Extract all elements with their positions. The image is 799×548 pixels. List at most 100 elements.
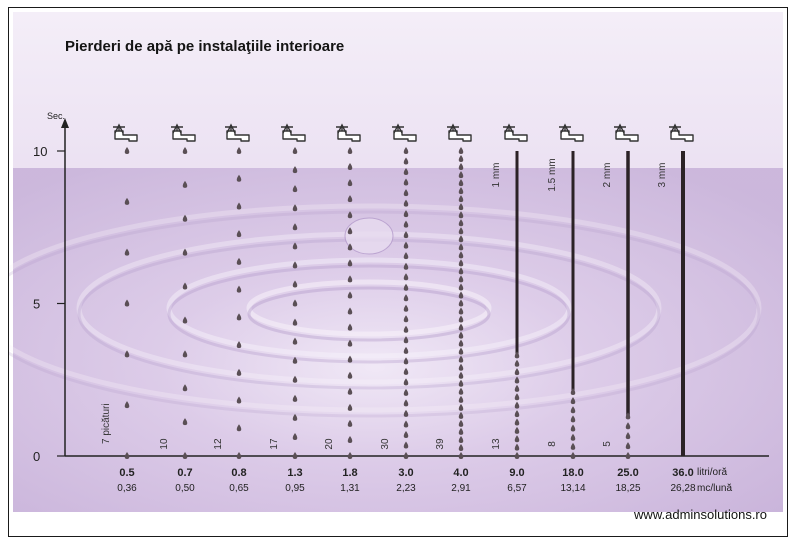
water-drop-icon (403, 325, 409, 333)
water-drop-icon (347, 435, 353, 443)
water-drop-icon (570, 424, 576, 432)
ripple-ring (166, 257, 572, 359)
water-drop-icon (570, 406, 576, 414)
x-row1-label: litri/oră (697, 467, 727, 478)
water-drop-icon (347, 163, 353, 171)
water-drop-icon (347, 179, 353, 187)
drop-column: 3 mm (657, 123, 694, 456)
faucet-handle (226, 123, 236, 134)
water-drop-icon (292, 261, 298, 269)
water-drop-icon (236, 230, 242, 238)
water-drop-icon (236, 147, 242, 154)
faucet-handle (282, 123, 292, 134)
water-drop-icon (182, 316, 188, 324)
x-label-mc-luna: 2,91 (451, 483, 471, 494)
water-drop-icon (347, 307, 353, 315)
water-drop-icon (458, 315, 464, 323)
water-drop-icon (458, 195, 464, 203)
water-drop-icon (403, 336, 409, 344)
stream-width-label: 1 mm (491, 163, 502, 188)
x-label-litri-ora: 1.3 (287, 467, 302, 479)
water-drop-icon (292, 413, 298, 421)
drop-column: 17 (269, 123, 306, 459)
drop-count-label: 10 (159, 438, 170, 450)
y-axis-arrow (61, 118, 69, 128)
ripple-decoration (9, 203, 762, 418)
water-drop-icon (570, 415, 576, 423)
water-drop-icon (403, 388, 409, 396)
water-drop-icon (292, 147, 298, 154)
water-drop-icon (124, 452, 130, 459)
drop-column: 1.5 mm 8 (547, 123, 584, 459)
water-drop-icon (458, 187, 464, 195)
water-drop-icon (514, 418, 520, 426)
water-drop-icon (403, 304, 409, 312)
water-drop-icon (182, 282, 188, 290)
water-drop-icon (625, 432, 631, 440)
drop-count-label: 13 (491, 438, 502, 450)
x-label-litri-ora: 18.0 (562, 467, 583, 479)
x-label-litri-ora: 25.0 (617, 467, 638, 479)
water-drop-icon (403, 409, 409, 417)
water-drop-icon (236, 285, 242, 293)
drop-column: 7 picături (101, 123, 138, 459)
faucet-icon (392, 123, 417, 142)
water-drop-icon (458, 339, 464, 347)
y-ticks: 0 5 10 (33, 144, 65, 464)
water-drop-icon (292, 356, 298, 364)
water-drop-icon (458, 235, 464, 243)
water-drop-icon (403, 294, 409, 302)
water-drop-icon (570, 442, 576, 450)
drop-count-label: 8 (547, 441, 558, 447)
faucet-handle (504, 123, 514, 134)
water-drop-icon (236, 257, 242, 265)
water-drop-icon (182, 214, 188, 222)
water-drop-icon (292, 337, 298, 345)
water-drop-icon (625, 442, 631, 450)
water-drop-icon (347, 147, 353, 154)
water-drop-icon (458, 299, 464, 307)
drop-column: 12 (213, 123, 250, 459)
water-drop-icon (182, 418, 188, 426)
water-drop-icon (514, 435, 520, 443)
water-drop-icon (347, 195, 353, 203)
water-drop-icon (514, 443, 520, 451)
water-drop-icon (347, 227, 353, 235)
water-drop-icon (347, 259, 353, 267)
water-drop-icon (458, 419, 464, 427)
water-drop-icon (292, 432, 298, 440)
watermark: www.adminsolutions.ro (634, 507, 767, 522)
drop-count-label: 12 (213, 438, 224, 450)
faucet-handle (670, 123, 680, 134)
faucet-icon (336, 123, 361, 142)
water-drop-icon (292, 223, 298, 231)
x-label-mc-luna: 6,57 (507, 483, 527, 494)
water-drop-icon (403, 357, 409, 365)
water-drop-icon (458, 435, 464, 443)
x-row2-label: mc/lună (697, 483, 732, 494)
water-drop-icon (236, 202, 242, 210)
water-drop-icon (347, 452, 353, 459)
faucet-handle (337, 123, 347, 134)
faucet-icon (447, 123, 472, 142)
water-drop-icon (458, 452, 464, 459)
water-drop-icon (625, 412, 631, 420)
water-drop-icon (124, 147, 130, 154)
chart-title: Pierderi de apă pe instalaţiile interioa… (65, 38, 344, 55)
faucet-handle (615, 123, 625, 134)
water-drop-icon (403, 283, 409, 291)
water-drop-icon (514, 452, 520, 459)
water-drop-icon (514, 426, 520, 434)
water-drop-icon (458, 283, 464, 291)
water-drop-icon (458, 379, 464, 387)
water-drop-icon (347, 387, 353, 395)
x-label-mc-luna: 0,36 (117, 483, 137, 494)
x-label-mc-luna: 0,65 (229, 483, 249, 494)
water-drop-icon (182, 452, 188, 459)
water-drop-icon (458, 307, 464, 315)
water-drop-icon (514, 384, 520, 392)
water-drop-icon (403, 346, 409, 354)
water-background (13, 168, 783, 512)
water-drop-icon (347, 323, 353, 331)
water-drop-icon (458, 243, 464, 251)
